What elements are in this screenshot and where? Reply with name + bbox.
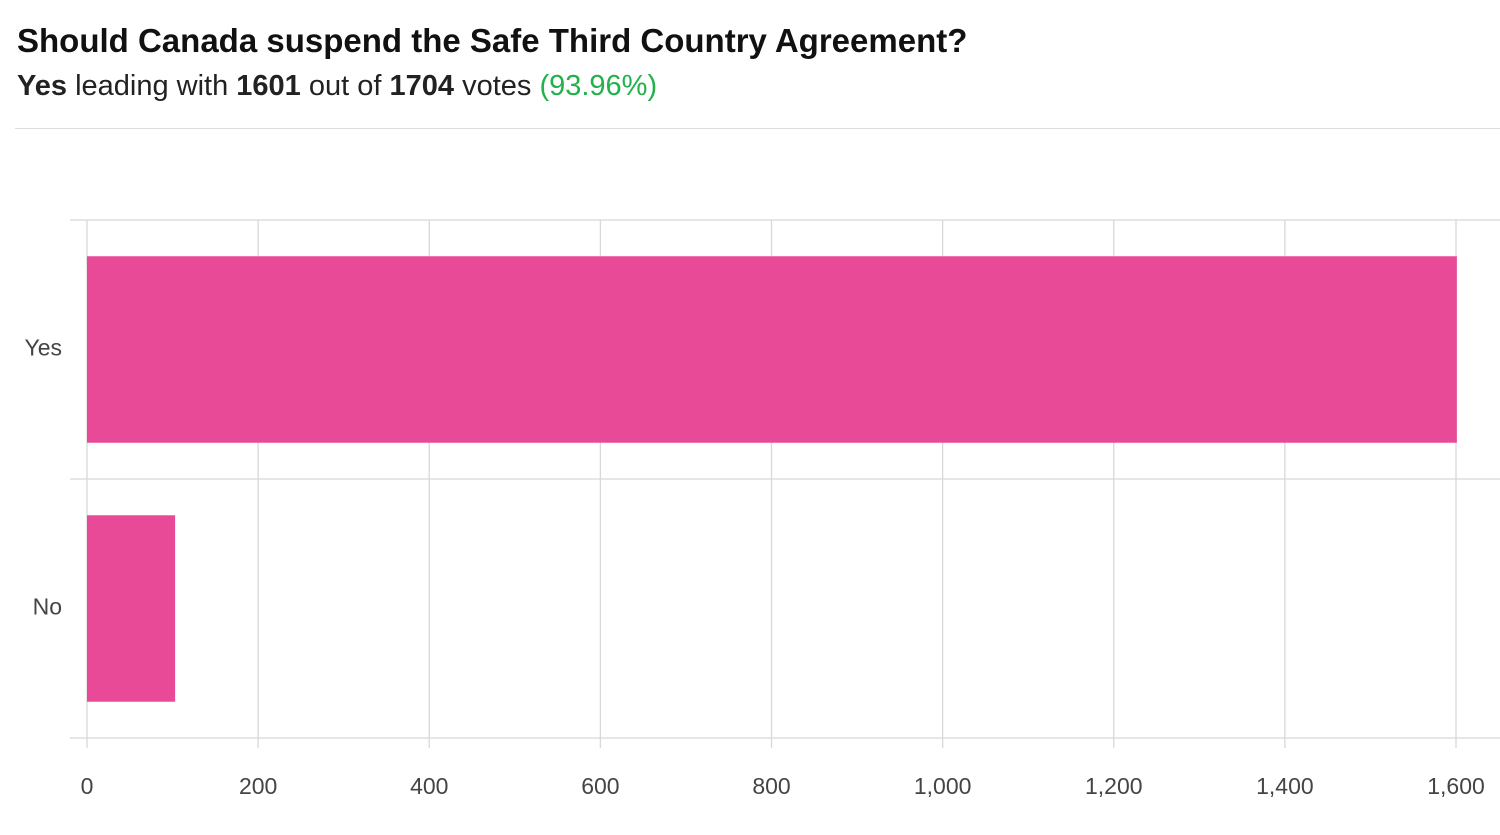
x-tick-label: 800 xyxy=(752,773,790,799)
x-tick-label: 0 xyxy=(81,773,94,799)
chart-subtitle: Yes leading with 1601 out of 1704 votes … xyxy=(17,70,967,103)
x-tick-label: 1,000 xyxy=(914,773,972,799)
leader-votes: 1601 xyxy=(236,70,301,102)
bar xyxy=(87,256,1457,443)
x-tick-label: 1,200 xyxy=(1085,773,1143,799)
subtitle-text: leading with xyxy=(75,70,229,102)
x-tick-label: 400 xyxy=(410,773,448,799)
x-tick-label: 200 xyxy=(239,773,277,799)
leader: Yes xyxy=(17,70,67,102)
header: Should Canada suspend the Safe Third Cou… xyxy=(17,22,967,103)
x-tick-label: 600 xyxy=(581,773,619,799)
x-tick-label: 1,600 xyxy=(1427,773,1485,799)
subtitle-text: out of xyxy=(308,70,382,102)
percent: (93.96%) xyxy=(539,70,658,102)
y-tick-label: No xyxy=(33,594,62,620)
subtitle-text: votes xyxy=(462,70,532,102)
y-tick-label: Yes xyxy=(24,335,62,361)
bar xyxy=(87,515,176,702)
x-tick-label: 1,400 xyxy=(1256,773,1314,799)
chart-title: Should Canada suspend the Safe Third Cou… xyxy=(17,22,968,59)
divider xyxy=(15,128,1500,129)
total-votes: 1704 xyxy=(389,70,454,102)
